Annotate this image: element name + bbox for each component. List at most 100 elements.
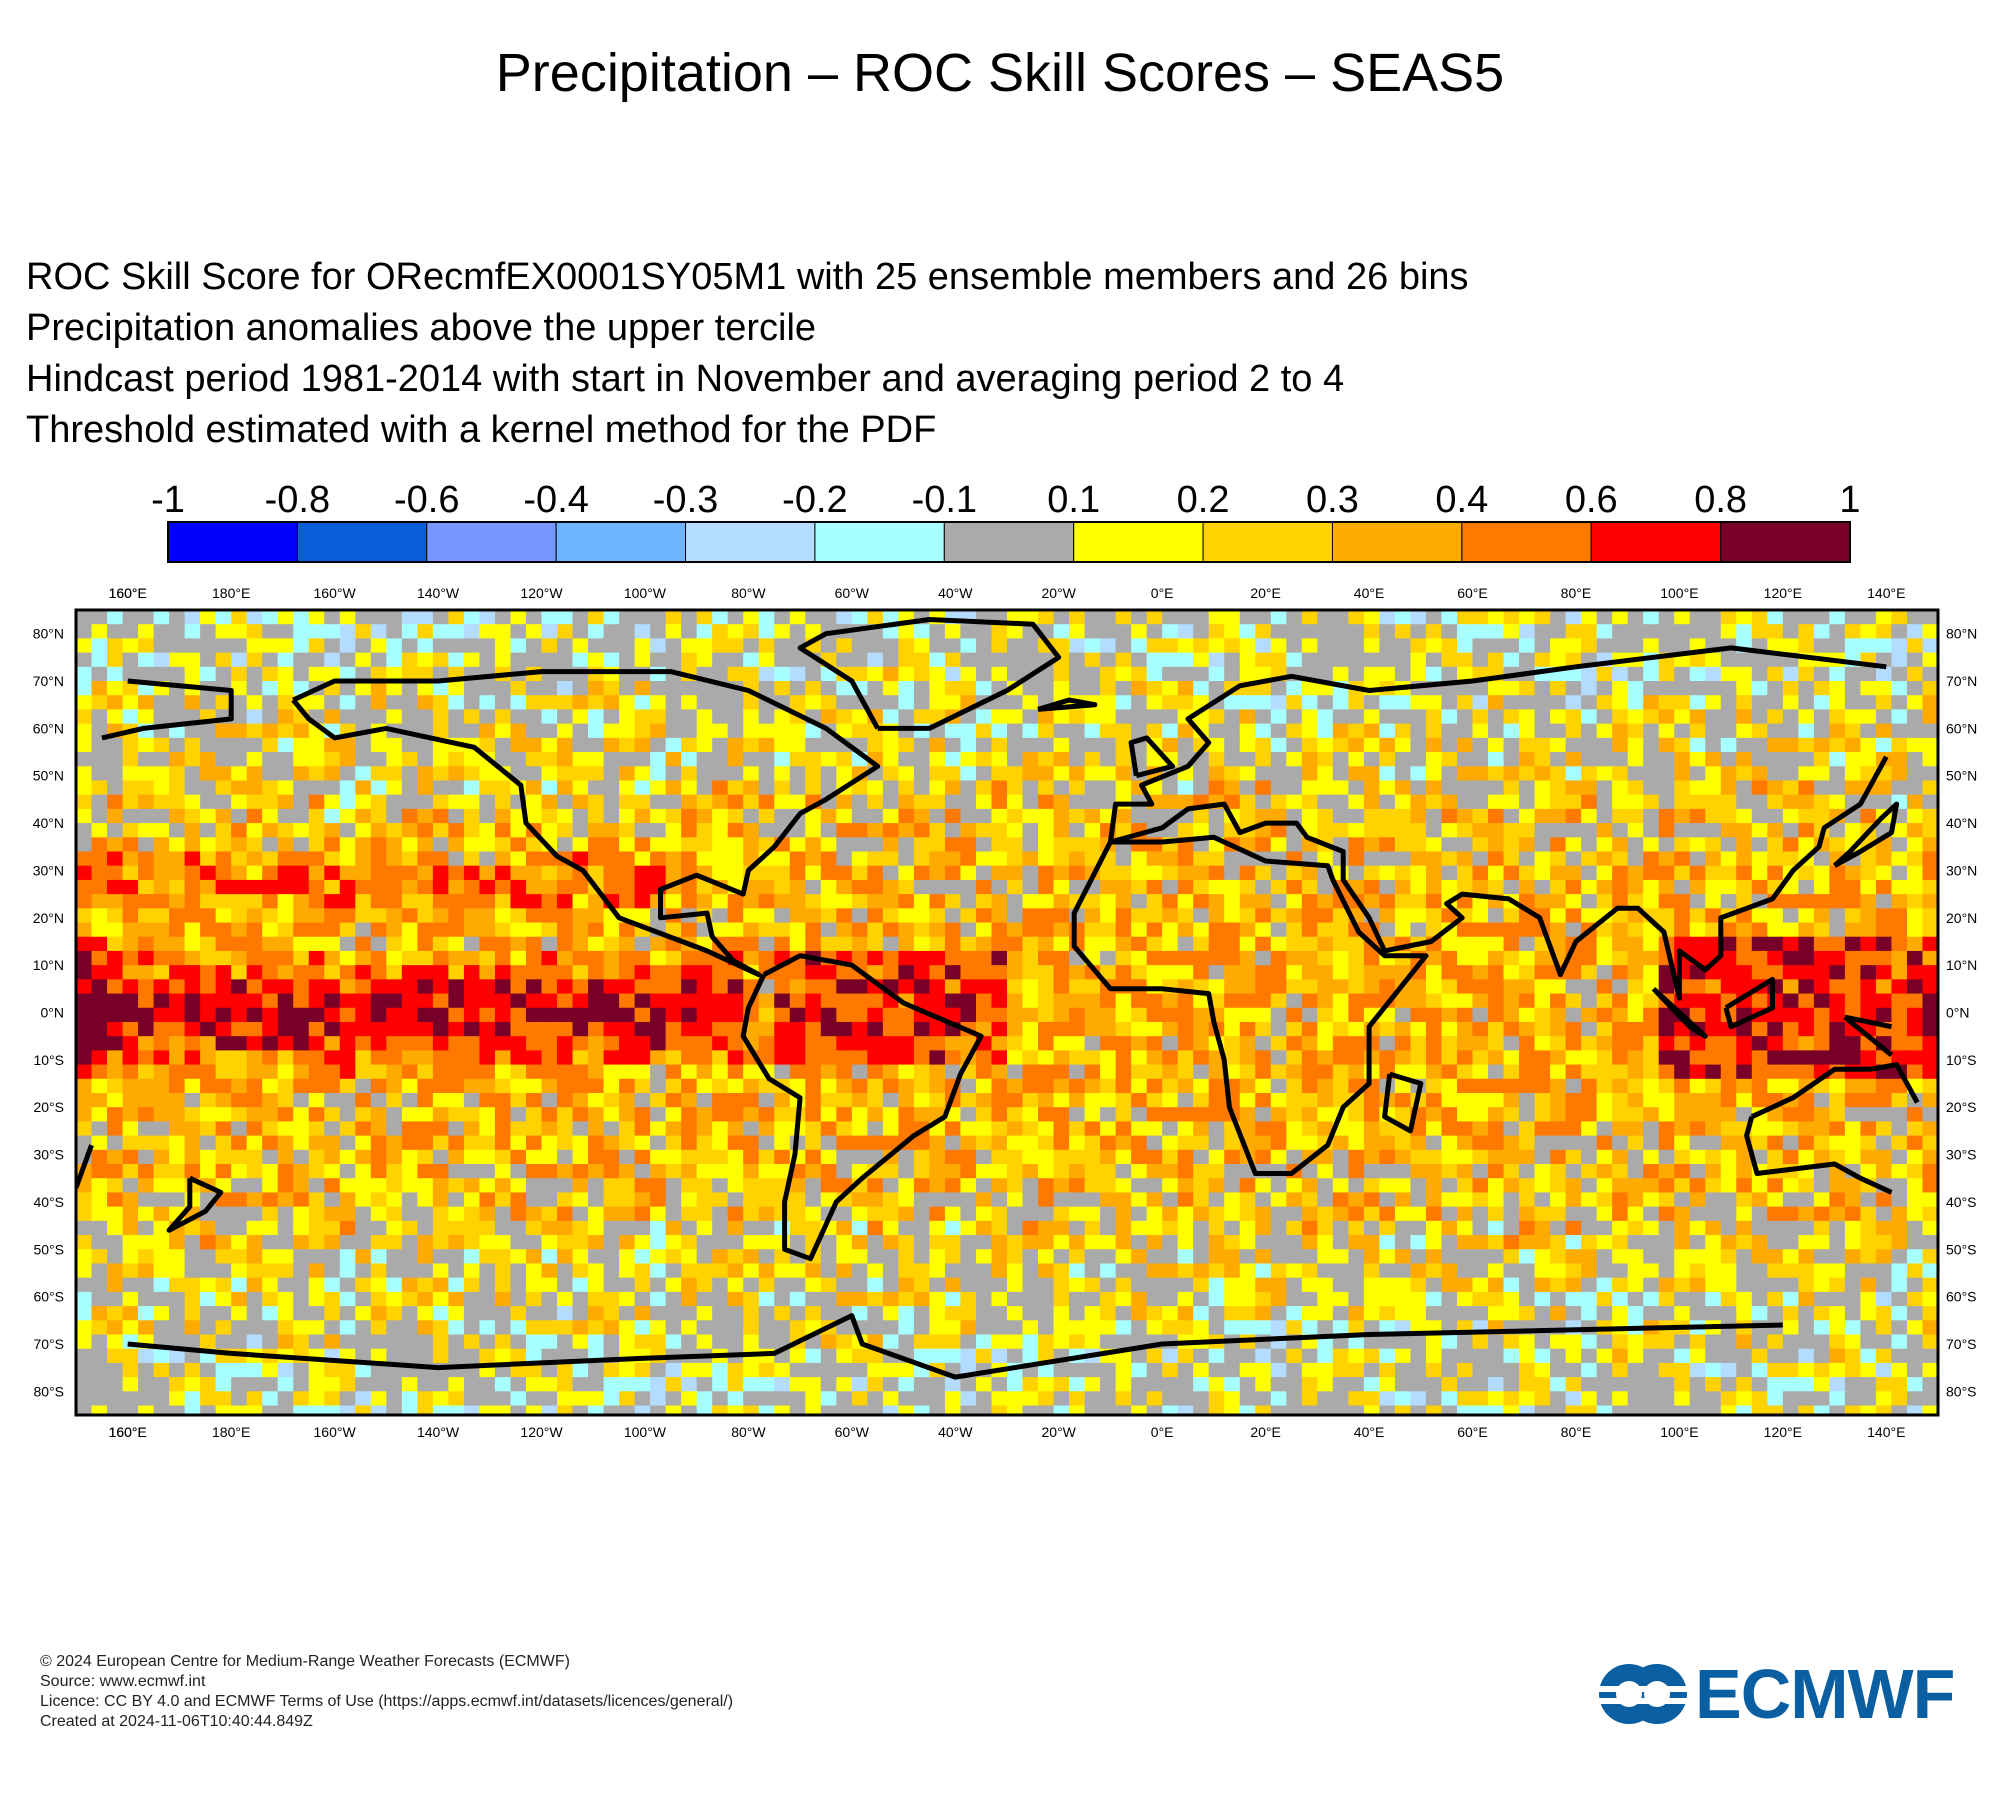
skill-cell	[1069, 638, 1086, 654]
skill-cell	[588, 752, 605, 767]
skill-cell	[1813, 1036, 1830, 1051]
skill-cell	[1503, 780, 1520, 796]
skill-cell	[743, 695, 760, 711]
skill-cell	[960, 823, 977, 838]
skill-cell	[1658, 823, 1675, 838]
skill-cell	[510, 1093, 527, 1108]
skill-cell	[308, 737, 325, 753]
skill-cell	[1488, 737, 1505, 753]
skill-cell	[1581, 1078, 1598, 1094]
skill-cell	[603, 851, 620, 867]
skill-cell	[541, 1064, 558, 1080]
skill-cell	[634, 1021, 651, 1037]
skill-cell	[401, 709, 418, 725]
skill-cell	[851, 794, 868, 810]
skill-cell	[1193, 1121, 1210, 1137]
skill-cell	[1813, 993, 1830, 1009]
skill-cell	[479, 1064, 496, 1080]
skill-cell	[836, 766, 853, 782]
skill-cell	[1782, 908, 1799, 924]
skill-cell	[525, 1064, 543, 1080]
skill-cell	[929, 922, 946, 938]
skill-cell	[1658, 766, 1675, 782]
skill-cell	[1363, 752, 1380, 767]
skill-cell	[277, 851, 294, 867]
skill-cell	[696, 965, 713, 980]
skill-cell	[1736, 1078, 1753, 1094]
skill-cell	[510, 1192, 527, 1208]
skill-cell	[1410, 1007, 1427, 1023]
skill-cell	[1751, 950, 1768, 966]
skill-cell	[1208, 865, 1225, 881]
skill-cell	[898, 1149, 915, 1165]
skill-cell	[805, 681, 822, 696]
skill-cell	[1456, 823, 1474, 838]
skill-cell	[1379, 766, 1396, 782]
skill-cell	[1612, 922, 1629, 938]
skill-cell	[1813, 1107, 1830, 1123]
skill-cell	[386, 908, 403, 924]
skill-cell	[1255, 752, 1272, 767]
skill-cell	[1162, 1064, 1179, 1080]
skill-cell	[1689, 766, 1706, 782]
skill-cell	[386, 709, 403, 725]
skill-cell	[1301, 1050, 1318, 1066]
skill-cell	[1069, 823, 1086, 838]
skill-cell	[1534, 794, 1551, 810]
skill-cell	[619, 979, 636, 995]
skill-cell	[370, 865, 387, 881]
skill-cell	[122, 908, 139, 924]
skill-cell	[650, 865, 667, 881]
skill-cell	[1906, 695, 1924, 711]
skill-cell	[122, 1107, 139, 1123]
skill-cell	[774, 681, 791, 696]
colorbar-segment	[1331, 521, 1463, 563]
skill-cell	[774, 851, 791, 867]
skill-cell	[650, 624, 667, 640]
skill-cell	[1084, 1135, 1101, 1151]
skill-cell	[603, 1107, 620, 1123]
skill-cell	[277, 1135, 294, 1151]
skill-cell	[122, 1036, 139, 1051]
skill-cell	[1425, 766, 1443, 782]
skill-cell	[1022, 965, 1039, 980]
skill-cell	[758, 979, 775, 995]
skill-cell	[1053, 780, 1070, 796]
skill-cell	[572, 1149, 589, 1165]
skill-cell	[851, 1093, 868, 1108]
skill-cell	[494, 1007, 512, 1023]
skill-cell	[1751, 737, 1768, 753]
skill-cell	[386, 737, 403, 753]
skill-cell	[153, 666, 170, 682]
skill-cell	[1301, 808, 1318, 824]
skill-cell	[339, 1178, 356, 1194]
skill-cell	[944, 624, 962, 640]
skill-cell	[603, 695, 620, 711]
skill-cell	[1394, 865, 1412, 881]
skill-cell	[1720, 1050, 1737, 1066]
skill-cell	[463, 1107, 481, 1123]
skill-cell	[913, 936, 931, 952]
skill-cell	[510, 1121, 527, 1137]
skill-cell	[401, 1178, 418, 1194]
skill-cell	[1813, 1121, 1830, 1137]
skill-cell	[1286, 695, 1303, 711]
skill-cell	[898, 1107, 915, 1123]
skill-cell	[1829, 879, 1846, 895]
skill-cell	[1643, 1093, 1660, 1108]
skill-cell	[1488, 1178, 1505, 1194]
skill-cell	[308, 624, 325, 640]
skill-cell	[1131, 894, 1148, 909]
skill-cell	[727, 666, 744, 682]
skill-cell	[1720, 808, 1737, 824]
skill-cell	[1658, 1164, 1675, 1179]
skill-cell	[1472, 1036, 1489, 1051]
skill-cell	[1286, 1093, 1303, 1108]
skill-cell	[1038, 780, 1055, 796]
skill-cell	[1270, 950, 1287, 966]
skill-cell	[1146, 908, 1163, 924]
skill-cell	[1829, 666, 1846, 682]
skill-cell	[1782, 610, 1799, 625]
skill-cell	[1596, 1121, 1613, 1137]
skill-cell	[448, 950, 465, 966]
